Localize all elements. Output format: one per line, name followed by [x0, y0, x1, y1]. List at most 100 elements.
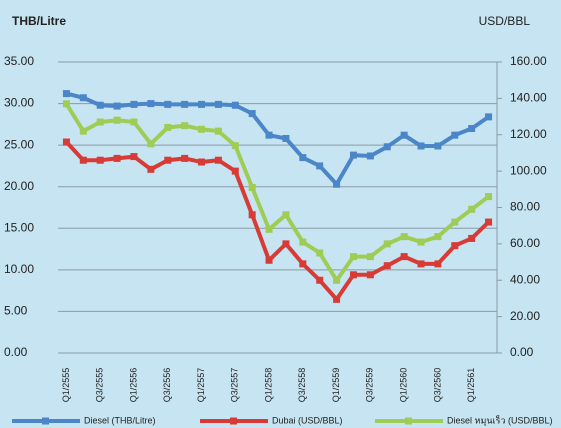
point [383, 240, 391, 248]
point [79, 156, 87, 164]
x-tick-label: Q1/2555 [61, 368, 71, 403]
point [62, 90, 70, 98]
point [333, 295, 341, 303]
x-tick-label: Q3/2560 [432, 368, 442, 403]
y-tick-label: 25.00 [4, 137, 34, 151]
point [417, 142, 425, 150]
y-tick-label: 5.00 [4, 304, 28, 318]
point [96, 118, 104, 126]
point [383, 262, 391, 270]
point [282, 240, 290, 248]
point [434, 260, 442, 268]
y2-tick-label: 20.00 [510, 309, 540, 323]
point [231, 101, 239, 109]
point [468, 125, 476, 133]
point [62, 100, 70, 108]
point [400, 233, 408, 241]
point [349, 151, 357, 159]
point [366, 253, 374, 261]
point [181, 122, 189, 130]
point [181, 100, 189, 108]
point [485, 218, 493, 226]
legend-label: Diesel หมุนเร็ว (USD/BBL) [447, 413, 553, 426]
point [248, 211, 256, 219]
point [265, 256, 273, 264]
point [451, 242, 459, 250]
point [282, 211, 290, 219]
point [316, 162, 324, 170]
point [333, 276, 341, 284]
point [198, 158, 206, 166]
point [282, 134, 290, 142]
point [147, 140, 155, 148]
x-tick-label: Q3/2557 [230, 368, 240, 403]
point [451, 131, 459, 139]
point [366, 152, 374, 160]
point [198, 100, 206, 108]
series-line [65, 91, 490, 188]
y2-tick-label: 60.00 [510, 236, 540, 250]
point [417, 238, 425, 246]
point [198, 125, 206, 133]
y2-tick-label: 80.00 [510, 200, 540, 214]
point [130, 118, 138, 126]
point [468, 234, 476, 242]
y2-tick-label: 40.00 [510, 272, 540, 286]
point [383, 143, 391, 151]
point [147, 165, 155, 173]
y2-axis-title: USD/BBL [479, 14, 531, 28]
point [333, 180, 341, 188]
y2-tick-label: 0.00 [510, 345, 534, 359]
point [214, 156, 222, 164]
point [113, 102, 121, 110]
point [62, 138, 70, 146]
point [299, 238, 307, 246]
point [434, 142, 442, 150]
point [214, 100, 222, 108]
point [130, 153, 138, 161]
point [349, 253, 357, 261]
point [265, 131, 273, 139]
y-tick-label: 0.00 [4, 345, 28, 359]
point [299, 260, 307, 268]
y-tick-label: 15.00 [4, 220, 34, 234]
point [248, 110, 256, 118]
point [79, 127, 87, 135]
point [164, 100, 172, 108]
point [485, 113, 493, 121]
point [231, 167, 239, 175]
x-tick-label: Q3/2559 [365, 368, 375, 403]
y2-tick-label: 160.00 [510, 54, 547, 68]
legend-label: Diesel (THB/Litre) [84, 415, 156, 425]
point [181, 154, 189, 162]
point [130, 100, 138, 108]
legend-label: Dubai (USD/BBL) [272, 415, 343, 425]
point [400, 131, 408, 139]
x-tick-label: Q1/2558 [263, 368, 273, 403]
legend-marker [405, 417, 412, 425]
point [164, 156, 172, 164]
x-tick-label: Q3/2555 [95, 368, 105, 403]
legend-marker [230, 417, 237, 425]
point [79, 94, 87, 102]
point [366, 271, 374, 279]
x-tick-label: Q3/2556 [162, 368, 172, 403]
y2-tick-label: 140.00 [510, 91, 547, 105]
point [248, 183, 256, 191]
point [400, 253, 408, 261]
point [299, 154, 307, 162]
point [316, 249, 324, 257]
y-tick-label: 30.00 [4, 96, 34, 110]
x-tick-label: Q1/2561 [466, 368, 476, 403]
y-tick-label: 20.00 [4, 179, 34, 193]
point [417, 260, 425, 268]
point [316, 276, 324, 284]
point [164, 123, 172, 131]
y-tick-label: 10.00 [4, 262, 34, 276]
y-tick-label: 35.00 [4, 54, 34, 68]
y2-tick-label: 100.00 [510, 163, 547, 177]
point [96, 101, 104, 109]
legend-marker [42, 417, 49, 425]
x-tick-label: Q1/2559 [331, 368, 341, 403]
